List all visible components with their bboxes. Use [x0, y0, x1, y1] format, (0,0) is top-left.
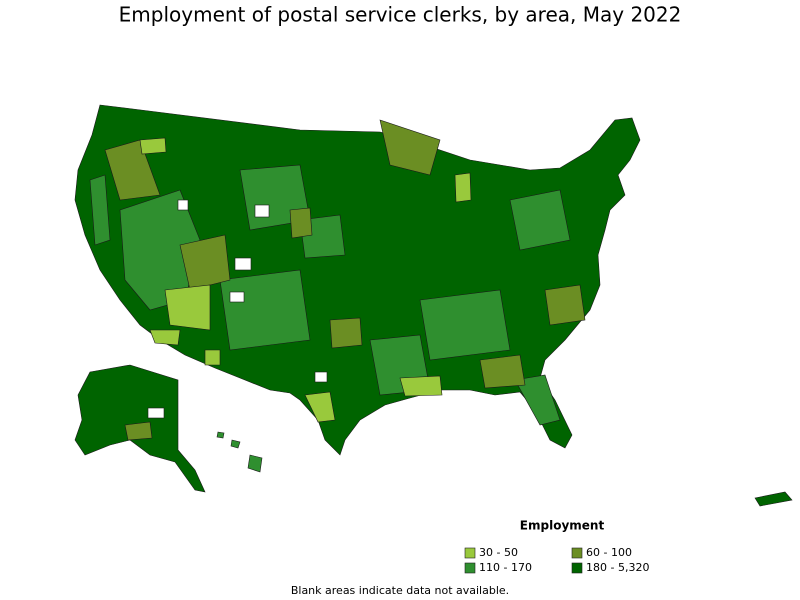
area	[304, 391, 336, 423]
area	[329, 317, 363, 349]
blank-area	[177, 199, 189, 211]
area	[544, 284, 586, 326]
legend-items: 30 - 50 60 - 100 110 - 170 180 - 5,320	[464, 546, 649, 574]
blank-area	[254, 204, 270, 218]
blank-area	[314, 371, 328, 383]
us-map	[74, 104, 793, 507]
legend-label: 180 - 5,320	[586, 561, 649, 574]
area	[399, 375, 443, 397]
legend-swatch	[571, 562, 583, 574]
area	[514, 374, 561, 426]
hawaii	[216, 431, 225, 439]
legend-label: 60 - 100	[586, 546, 632, 559]
legend-label: 30 - 50	[479, 546, 518, 559]
blank-area	[234, 257, 252, 271]
area	[149, 329, 181, 346]
area	[104, 139, 161, 201]
area	[454, 172, 472, 203]
area	[219, 269, 311, 351]
hawaii	[247, 454, 263, 473]
map-title: Employment of postal service clerks, by …	[119, 3, 682, 27]
area	[479, 354, 526, 389]
legend: Employment 30 - 50 60 - 100 110 - 170 180 -…	[464, 519, 649, 574]
footnote: Blank areas indicate data not available.	[291, 584, 509, 597]
hawaii	[230, 439, 241, 449]
legend-swatch	[464, 562, 476, 574]
area	[509, 189, 571, 251]
area	[179, 234, 231, 291]
area	[419, 289, 511, 361]
area	[164, 284, 211, 331]
area	[124, 421, 153, 441]
legend-title: Employment	[520, 519, 605, 533]
blank-area	[229, 291, 245, 303]
legend-swatch	[464, 547, 476, 559]
area	[139, 137, 167, 155]
area	[89, 174, 111, 246]
area	[289, 207, 313, 239]
area	[204, 349, 221, 366]
legend-swatch	[571, 547, 583, 559]
area	[379, 119, 441, 176]
puerto-rico	[754, 491, 793, 507]
legend-label: 110 - 170	[479, 561, 532, 574]
blank-area	[147, 407, 165, 419]
